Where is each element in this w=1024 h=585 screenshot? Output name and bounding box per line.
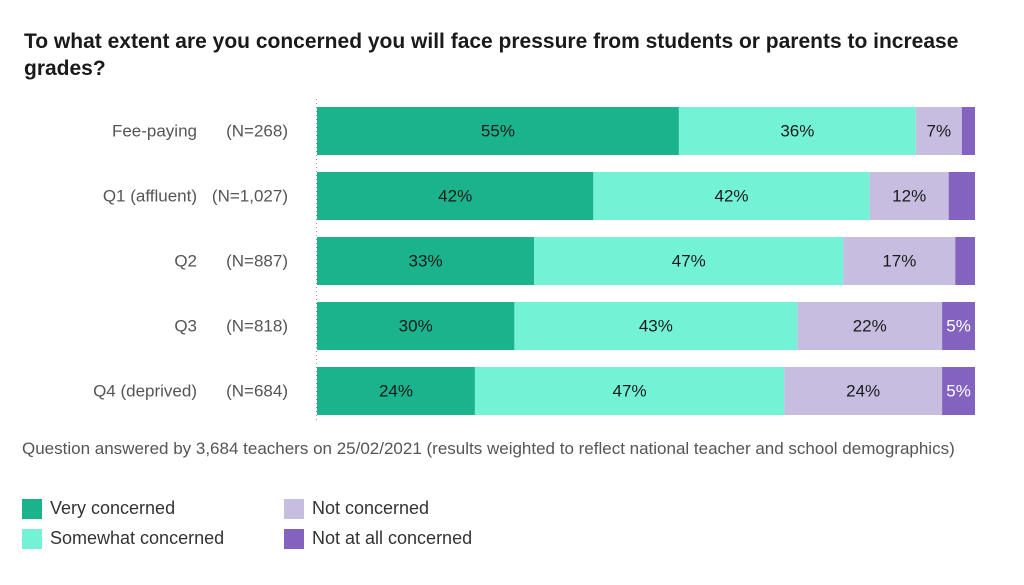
legend: Very concerned Somewhat concerned Not co…	[22, 498, 582, 558]
legend-label: Not concerned	[312, 498, 430, 518]
bar-segment-very-concerned	[317, 237, 535, 285]
bar-segment-very-concerned	[317, 172, 594, 220]
stacked-bar-chart: Fee-paying (N=268) 55% 36% 7% Q1 (affluent) (N…	[93, 99, 975, 423]
bar-segment-very-concerned	[317, 367, 475, 415]
legend-item-not-concerned: Not concerned	[284, 498, 429, 519]
bar-segment-not-concerned	[797, 302, 943, 350]
sample-size-label: (N=887)	[226, 252, 288, 271]
bar-segment-not-concerned	[869, 172, 949, 220]
bar-segment-somewhat-concerned	[593, 172, 870, 220]
legend-item-very-concerned: Very concerned	[22, 498, 175, 519]
data-label: 42%	[715, 187, 749, 206]
bar-segment-not-at-all-concerned	[948, 172, 975, 220]
bar-segment-not-at-all-concerned	[942, 302, 975, 350]
legend-item-not-at-all-concerned: Not at all concerned	[284, 528, 472, 549]
bar-segment-not-at-all-concerned	[955, 237, 975, 285]
legend-swatch	[284, 528, 304, 549]
sample-size-label: (N=818)	[226, 317, 288, 336]
category-label-fee-paying: Fee-paying	[112, 122, 197, 141]
bar-segment-not-concerned	[915, 107, 962, 155]
data-label: 22%	[853, 317, 887, 336]
legend-item-somewhat-concerned: Somewhat concerned	[22, 528, 224, 549]
sample-size-label: (N=684)	[226, 382, 288, 401]
data-label: 43%	[639, 317, 673, 336]
category-label-q4-deprived: Q4 (deprived)	[93, 382, 197, 401]
category-label-q3: Q3	[174, 317, 197, 336]
category-label-q1-affluent: Q1 (affluent)	[103, 187, 197, 206]
chart-title: To what extent are you concerned you wil…	[24, 30, 959, 80]
legend-label: Somewhat concerned	[50, 528, 225, 548]
data-label: 36%	[780, 122, 814, 141]
data-label: 17%	[882, 252, 916, 271]
data-label: 7%	[927, 122, 952, 141]
bar-segment-not-concerned	[784, 367, 943, 415]
data-label: 47%	[613, 382, 647, 401]
legend-swatch	[22, 528, 42, 549]
category-label-q2: Q2	[174, 252, 197, 271]
bar-segment-very-concerned	[317, 107, 679, 155]
sample-size-label: (N=1,027)	[212, 187, 288, 206]
bar-segment-not-concerned	[843, 237, 956, 285]
data-label: 24%	[379, 382, 413, 401]
data-label: 5%	[946, 317, 971, 336]
bar-segment-not-at-all-concerned	[942, 367, 975, 415]
bar-segment-somewhat-concerned	[514, 302, 798, 350]
legend-swatch	[22, 498, 42, 519]
legend-label: Very concerned	[50, 498, 176, 518]
bar-segment-somewhat-concerned	[474, 367, 785, 415]
data-label: 30%	[399, 317, 433, 336]
bar-segment-very-concerned	[317, 302, 515, 350]
legend-label: Not at all concerned	[312, 528, 473, 548]
data-label: 42%	[438, 187, 472, 206]
data-label: 5%	[946, 382, 971, 401]
bar-segment-not-at-all-concerned	[961, 107, 975, 155]
data-label: 47%	[672, 252, 706, 271]
data-label: 33%	[409, 252, 443, 271]
data-label: 55%	[481, 122, 515, 141]
sample-size-label: (N=268)	[226, 122, 288, 141]
bar-segment-somewhat-concerned	[678, 107, 916, 155]
footnote: Question answered by 3,684 teachers on 2…	[22, 439, 955, 458]
legend-swatch	[284, 498, 304, 519]
bar-segment-somewhat-concerned	[534, 237, 844, 285]
data-label: 12%	[892, 187, 926, 206]
data-label: 24%	[846, 382, 880, 401]
